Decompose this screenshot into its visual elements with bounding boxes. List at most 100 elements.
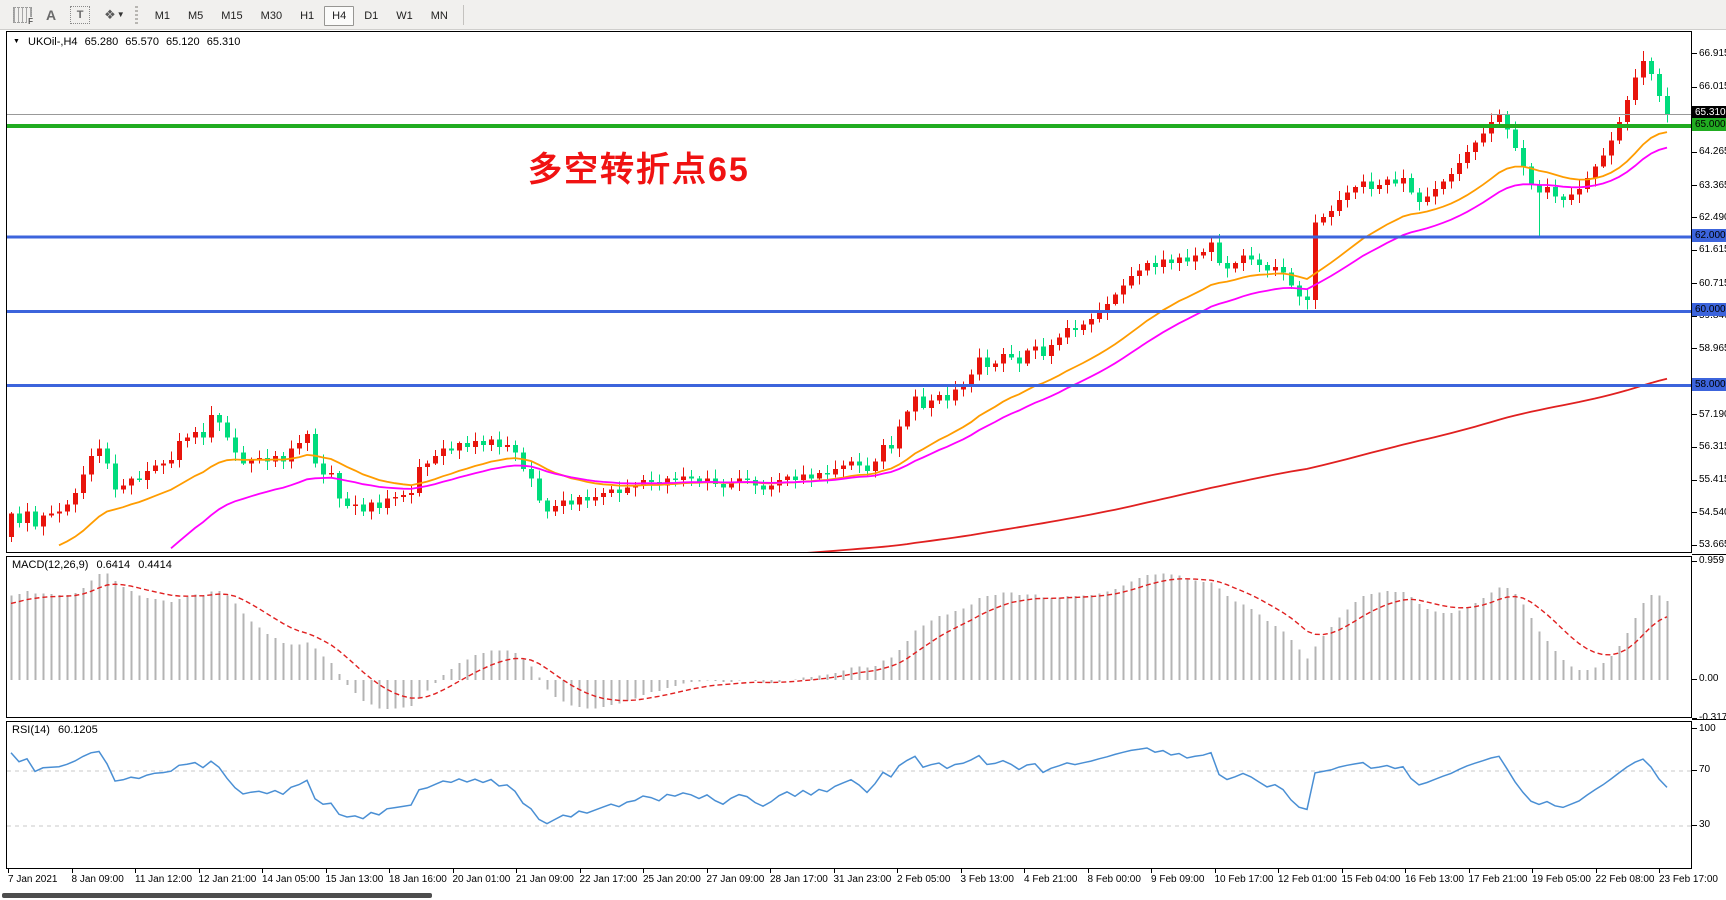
time-tick-mark xyxy=(1405,869,1406,873)
price-tick-mark xyxy=(1692,414,1697,416)
timeframe-button-D1[interactable]: D1 xyxy=(364,9,379,22)
time-tick-mark xyxy=(1659,869,1660,873)
price-tick-label: 56.315 xyxy=(1699,441,1726,453)
price-badge-62.000: 62.000 xyxy=(1692,229,1726,243)
fast-ma-line xyxy=(58,131,1668,547)
macd-chart-canvas[interactable] xyxy=(7,557,1691,717)
timeframe-button-H4[interactable]: H4 xyxy=(324,5,355,26)
time-tick-mark xyxy=(1595,869,1597,873)
font-tool-icon[interactable]: A xyxy=(46,6,57,23)
time-tick-label: 7 Jan 2021 xyxy=(8,874,58,885)
time-axis[interactable]: 7 Jan 2021 8 Jan 09:00 11 Jan 12:00 12 Jan … xyxy=(0,869,1726,891)
time-tick-mark xyxy=(643,869,644,873)
text-label-tool-icon[interactable]: T xyxy=(70,5,91,24)
time-tick-label: 11 Jan 12:00 xyxy=(135,874,193,885)
rsi-panel[interactable] xyxy=(6,721,1692,869)
indicator-tick-label: 30 xyxy=(1699,819,1711,830)
time-tick-mark xyxy=(579,869,581,873)
time-tick-mark xyxy=(71,869,73,873)
indicator-tick-label: 0.00 xyxy=(1699,673,1719,684)
indicator-tick-mark xyxy=(1692,769,1697,771)
candlestick-chart-canvas[interactable] xyxy=(7,32,1691,552)
chart-annotation-text[interactable]: 多空转折点65 xyxy=(528,151,750,189)
macd-signal-line xyxy=(10,578,1668,702)
timeframe-button-M5[interactable]: M5 xyxy=(187,9,204,22)
price-tick-label: 55.415 xyxy=(1699,474,1726,486)
rsi-chart-canvas[interactable] xyxy=(7,722,1691,868)
time-tick-label: 14 Jan 05:00 xyxy=(262,874,320,885)
price-tick-label: 57.190 xyxy=(1699,408,1726,420)
indicator-tick-mark xyxy=(1692,560,1697,562)
symbol-name: UKOil-,H4 xyxy=(28,36,78,48)
price-tick-label: 62.490 xyxy=(1699,211,1726,223)
time-tick-label: 8 Feb 00:00 xyxy=(1087,874,1141,885)
macd-signal-value: 0.4414 xyxy=(138,559,172,571)
indicator-tick-mark xyxy=(1692,728,1697,730)
timeframe-button-W1[interactable]: W1 xyxy=(396,9,413,22)
macd-main-value: 0.6414 xyxy=(96,559,131,571)
price-tick-mark xyxy=(1692,283,1697,285)
time-tick-mark xyxy=(1468,869,1470,873)
time-tick-mark xyxy=(389,869,390,873)
rsi-indicator-label: RSI(14) 60.1205 xyxy=(12,724,103,736)
cursor-mode-dropdown-icon[interactable]: ▼ xyxy=(116,10,125,19)
macd-panel[interactable] xyxy=(6,556,1692,718)
indicator-tick-mark xyxy=(1692,678,1697,680)
time-tick-label: 10 Feb 17:00 xyxy=(1214,874,1274,885)
timeframe-button-MN[interactable]: MN xyxy=(430,9,448,22)
time-tick-mark xyxy=(1532,869,1533,873)
panel-separator xyxy=(1692,719,1726,720)
price-tick-label: 53.665 xyxy=(1699,539,1726,551)
indicator-tick-label: 100 xyxy=(1699,722,1716,734)
time-tick-label: 12 Jan 21:00 xyxy=(198,874,257,885)
time-tick-mark xyxy=(1214,869,1216,873)
time-tick-mark xyxy=(325,869,327,873)
indicator-tick-label: 70 xyxy=(1699,764,1711,775)
time-tick-mark xyxy=(1151,869,1152,873)
symbol-info-line: ▼ UKOil-,H4 65.280 65.570 65.120 65.310 xyxy=(13,36,244,48)
ohlc-open: 65.280 xyxy=(84,36,119,48)
price-axis[interactable]: 66.915 66.015 64.265 63.365 62.490 61.615 60.7… xyxy=(1692,30,1726,871)
ohlc-close: 65.310 xyxy=(206,36,241,48)
time-tick-mark xyxy=(960,869,962,873)
horizontal-scrollbar-thumb[interactable] xyxy=(2,893,432,898)
time-tick-label: 4 Feb 21:00 xyxy=(1024,874,1078,885)
time-tick-mark xyxy=(1024,869,1025,873)
time-tick-mark xyxy=(1278,869,1279,873)
symbol-dropdown-icon[interactable]: ▼ xyxy=(13,38,20,45)
price-tick-mark xyxy=(1692,249,1697,251)
time-tick-mark xyxy=(262,869,263,873)
time-tick-mark xyxy=(770,869,771,873)
time-tick-mark xyxy=(897,869,898,873)
horizontal-scrollbar-track[interactable] xyxy=(0,891,1726,900)
timeframe-button-M30[interactable]: M30 xyxy=(260,9,283,22)
timeframe-button-M1[interactable]: M1 xyxy=(154,9,170,22)
rsi-name: RSI(14) xyxy=(12,724,50,736)
slow-ma-line xyxy=(806,377,1668,552)
price-tick-label: 60.715 xyxy=(1699,277,1726,289)
toolbar-drag-handle[interactable] xyxy=(134,5,138,24)
ohlc-high: 65.570 xyxy=(125,36,159,48)
time-tick-mark xyxy=(8,869,9,873)
rsi-line xyxy=(10,747,1668,825)
cursor-mode-icon[interactable]: ❖ xyxy=(104,6,116,22)
time-tick-label: 28 Jan 17:00 xyxy=(770,874,828,885)
time-tick-label: 27 Jan 09:00 xyxy=(706,874,765,885)
time-tick-label: 22 Feb 08:00 xyxy=(1595,874,1655,885)
time-tick-mark xyxy=(706,869,708,873)
timeframe-button-H1[interactable]: H1 xyxy=(300,9,315,22)
time-tick-label: 9 Feb 09:00 xyxy=(1151,874,1205,885)
indicator-tick-mark xyxy=(1692,824,1697,826)
time-tick-label: 21 Jan 09:00 xyxy=(516,874,574,885)
chart-grid-icon[interactable]: F xyxy=(7,6,34,26)
price-tick-mark xyxy=(1692,217,1697,219)
price-tick-label: 66.915 xyxy=(1699,47,1726,59)
price-chart-panel[interactable] xyxy=(6,31,1692,553)
macd-indicator-label: MACD(12,26,9) 0.6414 0.4414 xyxy=(12,559,177,571)
price-tick-mark xyxy=(1692,53,1697,55)
price-tick-label: 66.015 xyxy=(1699,81,1726,93)
time-tick-label: 2 Feb 05:00 xyxy=(897,874,951,885)
timeframe-button-M15[interactable]: M15 xyxy=(221,9,243,22)
time-tick-label: 15 Jan 13:00 xyxy=(325,874,384,885)
